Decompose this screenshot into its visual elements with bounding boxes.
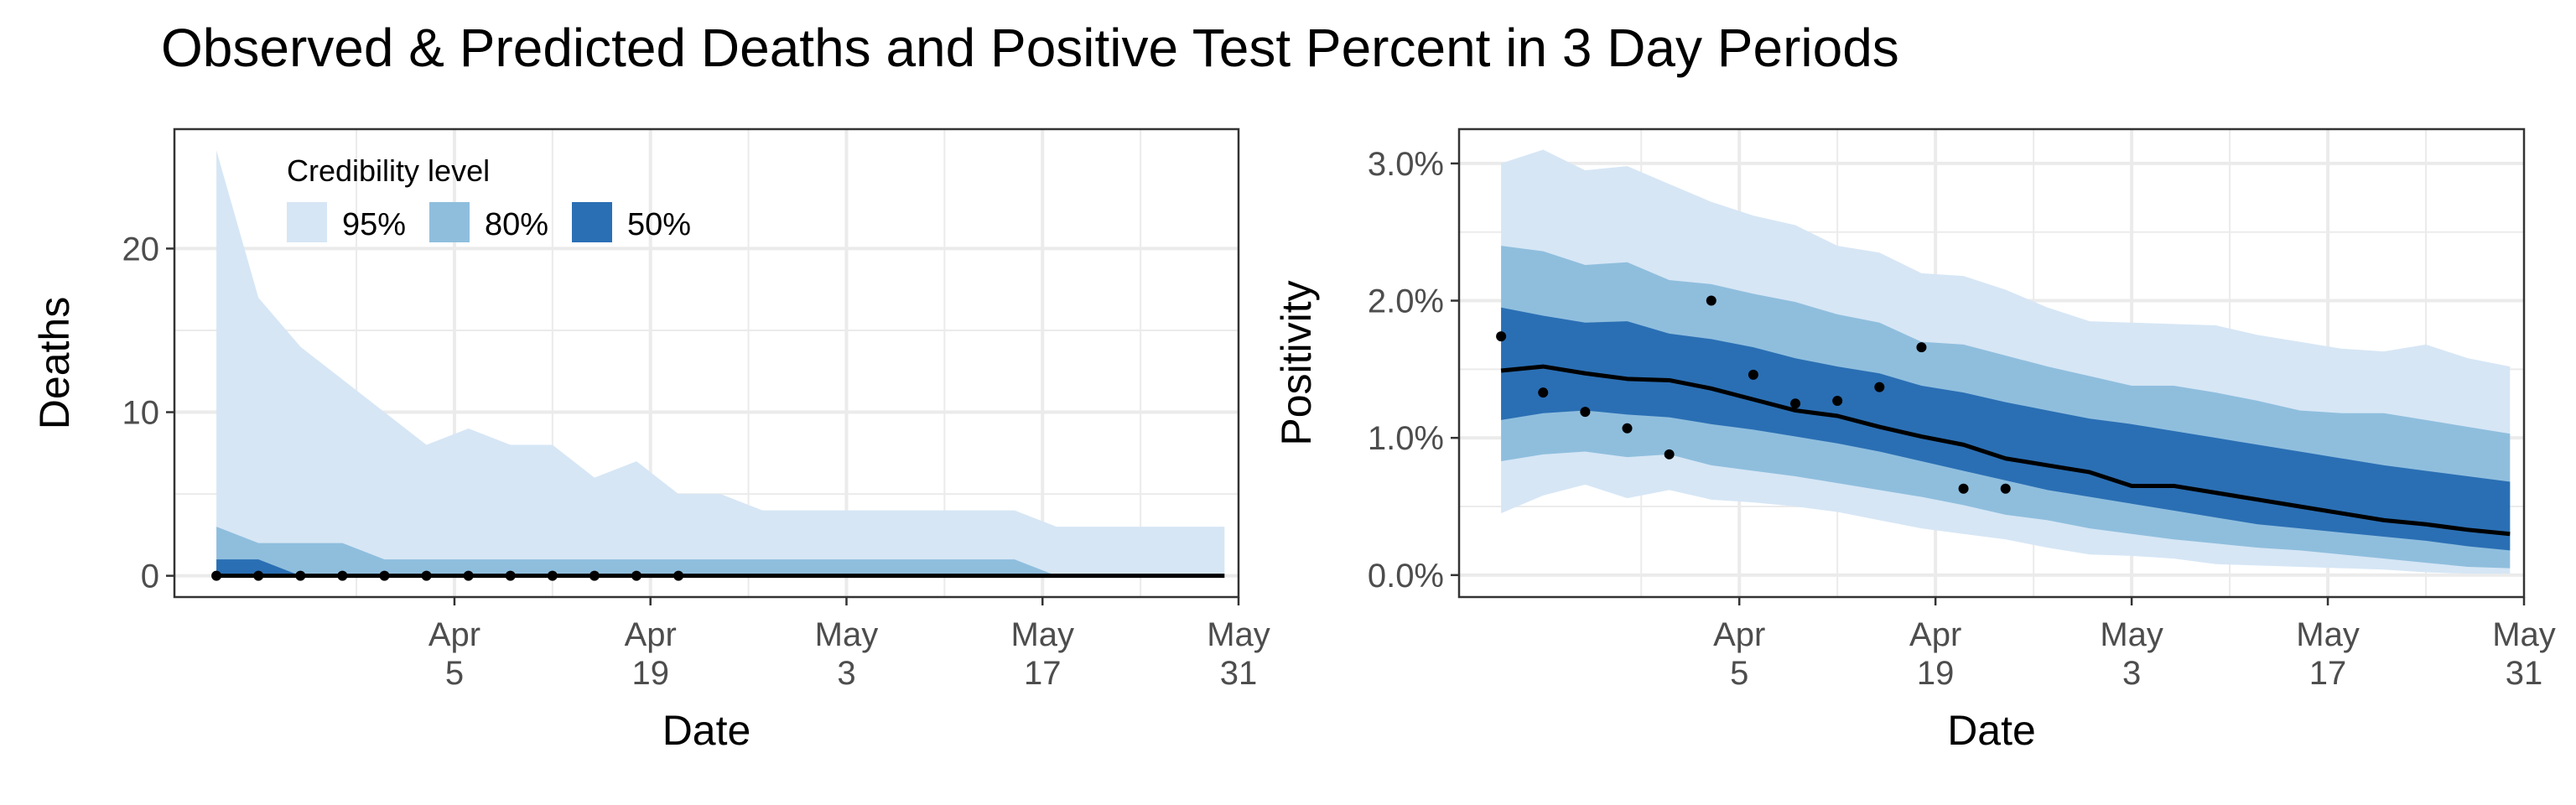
band-80 — [216, 527, 1225, 576]
observed-point — [1790, 398, 1801, 409]
x-tick-label-day: 17 — [2309, 655, 2347, 692]
observed-point — [1622, 423, 1633, 434]
x-tick-label-day: 31 — [1220, 655, 1258, 692]
x-tick-label-month: Apr — [1713, 616, 1765, 653]
y-axis-title: Deaths — [31, 297, 78, 429]
observed-point — [463, 570, 474, 581]
x-tick-label-day: 5 — [1730, 655, 1748, 692]
observed-point — [337, 570, 348, 581]
observed-point — [589, 570, 600, 581]
x-tick-label-day: 3 — [2122, 655, 2141, 692]
observed-point — [1916, 342, 1927, 353]
chart-title: Observed & Predicted Deaths and Positive… — [161, 18, 1899, 78]
legend-item: 95% — [287, 202, 406, 242]
x-axis-title: Date — [1947, 707, 2036, 754]
observed-point — [1496, 331, 1507, 342]
x-tick-label-month: May — [2296, 616, 2360, 653]
observed-point — [253, 570, 264, 581]
observed-point — [1958, 483, 1969, 494]
legend-label: 80% — [485, 207, 548, 242]
x-tick-label-day: 31 — [2506, 655, 2543, 692]
y-tick-label: 1.0% — [1368, 420, 1444, 457]
observed-point — [379, 570, 390, 581]
legend-item: 80% — [429, 202, 548, 242]
legend-key — [429, 202, 470, 242]
y-axis-title: Positivity — [1273, 280, 1320, 445]
x-tick-label-month: May — [1010, 616, 1074, 653]
x-tick-label-month: Apr — [625, 616, 677, 653]
observed-point — [547, 570, 558, 581]
observed-point — [2000, 483, 2011, 494]
x-tick-label-month: Apr — [1909, 616, 1961, 653]
band-95 — [216, 150, 1225, 576]
observed-point — [1874, 382, 1885, 392]
observed-points — [211, 570, 684, 581]
legend-label: 95% — [342, 207, 406, 242]
y-tick-label: 10 — [122, 395, 160, 432]
legend-key — [287, 202, 327, 242]
y-tick-label: 2.0% — [1368, 283, 1444, 320]
x-tick-label-month: May — [1207, 616, 1270, 653]
y-tick-label: 3.0% — [1368, 146, 1444, 183]
observed-point — [1832, 396, 1843, 406]
observed-point — [1580, 407, 1591, 418]
observed-point — [421, 570, 432, 581]
x-tick-label-month: Apr — [428, 616, 480, 653]
legend: Credibility level 95% 80% 50% — [287, 153, 691, 242]
x-tick-label-day: 3 — [837, 655, 855, 692]
legend-item: 50% — [572, 202, 691, 242]
observed-point — [295, 570, 306, 581]
panel-2: 0.0%1.0%2.0%3.0%Apr5Apr19May3May17May31D… — [1273, 127, 2556, 754]
observed-point — [1706, 295, 1716, 306]
observed-point — [1538, 387, 1549, 398]
observed-point — [673, 570, 684, 581]
panel-border — [1457, 127, 2526, 599]
panel-border — [173, 127, 1240, 599]
x-tick-label-month: May — [2100, 616, 2163, 653]
y-tick-label: 20 — [122, 231, 160, 267]
observed-point — [211, 570, 222, 581]
x-tick-label-day: 19 — [631, 655, 669, 692]
x-tick-label-day: 5 — [445, 655, 464, 692]
x-tick-label-day: 17 — [1024, 655, 1062, 692]
x-axis-title: Date — [662, 707, 751, 754]
observed-point — [631, 570, 642, 581]
observed-point — [505, 570, 516, 581]
y-tick-label: 0 — [141, 558, 159, 595]
x-tick-label-month: May — [2492, 616, 2556, 653]
median-line — [1500, 364, 2511, 537]
y-tick-label: 0.0% — [1368, 558, 1444, 595]
x-tick-label-day: 19 — [1917, 655, 1955, 692]
legend-key — [572, 202, 612, 242]
legend-title: Credibility level — [287, 153, 490, 188]
legend-label: 50% — [627, 207, 691, 242]
observed-point — [1664, 449, 1675, 460]
observed-points — [1496, 295, 2011, 494]
observed-point — [1748, 369, 1758, 380]
x-tick-label-month: May — [815, 616, 879, 653]
band-50 — [1501, 307, 2511, 551]
